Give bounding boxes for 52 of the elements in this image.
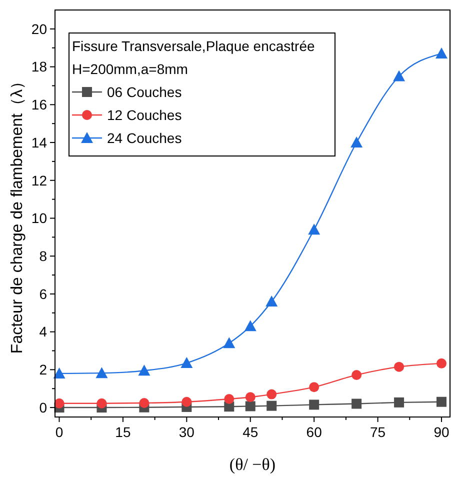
x-tick-label: 90 [434,424,450,440]
x-tick-label: 45 [242,424,258,440]
point [308,224,320,235]
point [224,394,234,404]
point [223,337,236,348]
y-tick-label: 14 [31,134,48,150]
point [436,358,447,368]
point [309,400,320,410]
legend-label: 24 Couches [107,130,182,146]
y-tick-label: 18 [31,58,48,75]
point [309,382,320,392]
point [182,396,192,407]
point [54,398,64,408]
y-tick-label: 0 [39,399,48,416]
point [266,296,278,307]
x-axis-title: (θ/ −θ) [229,455,276,474]
y-tick-label: 20 [31,20,48,37]
point [53,367,66,378]
point [350,136,363,148]
y-tick-label: 6 [39,286,48,302]
y-axis-title: Facteur de charge de flambement（λ） [9,73,26,354]
x-tick-label: 0 [55,424,64,440]
legend-label: 06 Couches [107,84,182,100]
point [352,370,362,380]
point [394,362,404,372]
point [139,398,150,408]
y-tick-label: 4 [39,324,48,340]
point [96,398,107,408]
point [393,70,406,82]
point [266,389,277,400]
y-tick-label: 10 [31,210,48,226]
point [180,357,193,368]
point [352,398,362,409]
point [244,320,256,332]
x-tick-label: 15 [115,424,131,440]
point [245,392,256,402]
y-tick-label: 8 [39,248,48,264]
legend-label: 12 Couches [107,106,182,123]
y-tick-label: 16 [31,96,48,113]
y-tick-label: 2 [39,362,48,378]
x-tick-label: 60 [306,424,322,440]
y-tick-label: 12 [31,172,48,188]
point [245,401,256,412]
point [394,397,404,408]
x-tick-label: 30 [178,424,195,440]
point [436,48,448,59]
point [266,400,277,411]
x-tick-label: 75 [370,424,386,440]
point [96,367,108,378]
point [138,364,150,376]
point [436,396,447,407]
legend-title: Fissure Transversale,Plaque encastrée H=200mm,a=8mm [72,38,315,77]
